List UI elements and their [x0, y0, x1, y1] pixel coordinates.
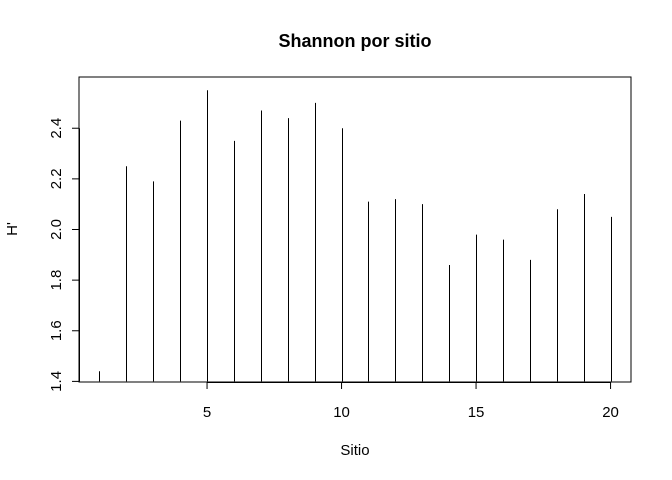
y-axis-label: H' [4, 222, 21, 236]
x-tick-label-10: 10 [333, 404, 350, 421]
x-tick-label-20: 20 [602, 404, 619, 421]
y-tick-label-1.4: 1.4 [48, 371, 65, 392]
bars-group [99, 90, 612, 382]
x-tick-label-5: 5 [203, 404, 211, 421]
y-tick-label-1.8: 1.8 [48, 270, 65, 291]
chart-title: Shannon por sitio [279, 31, 432, 51]
plot-frame [78, 76, 632, 383]
y-tick-label-1.6: 1.6 [48, 320, 65, 341]
y-axis: 1.4 1.6 1.8 2.0 2.2 2.4 [48, 118, 80, 392]
y-tick-label-2.4: 2.4 [48, 118, 65, 139]
x-axis-label: Sitio [340, 442, 369, 459]
y-tick-label-2.0: 2.0 [48, 219, 65, 240]
y-tick-label-2.2: 2.2 [48, 168, 65, 189]
x-tick-label-15: 15 [468, 404, 485, 421]
x-axis: 5 10 15 20 [203, 382, 619, 421]
